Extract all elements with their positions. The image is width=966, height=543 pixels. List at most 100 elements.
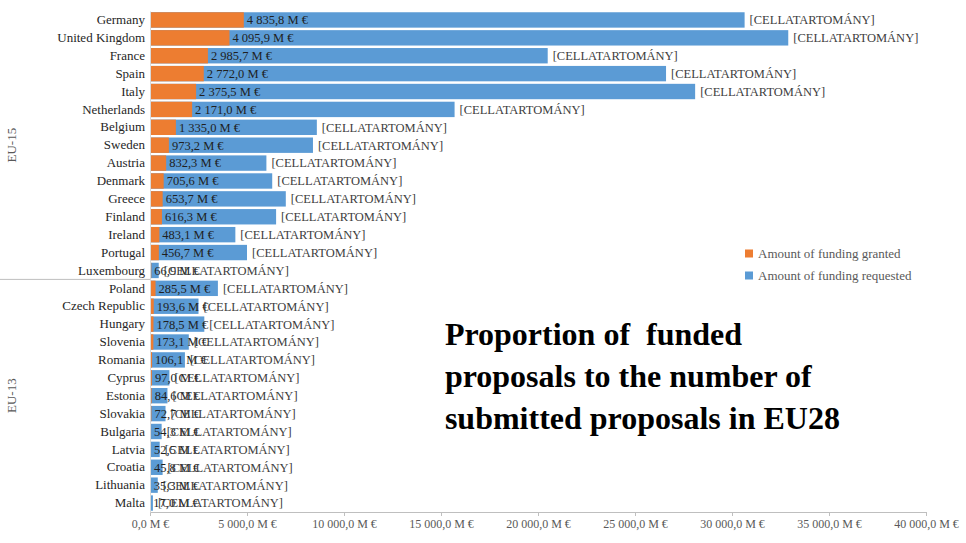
x-tick-label: 40 000,0 M € bbox=[894, 517, 959, 531]
data-label: 616,3 M € bbox=[165, 210, 217, 224]
x-tick: 40 000,0 M € bbox=[894, 512, 959, 531]
data-label: 4 095,9 M € bbox=[232, 31, 294, 45]
legend-item: Amount of funding requested bbox=[745, 268, 912, 283]
category-label: Finland bbox=[105, 209, 145, 224]
x-tick-mark bbox=[150, 512, 151, 516]
data-label: [CELLATARTOMÁNY] bbox=[700, 85, 825, 99]
title-line: submitted proposals in EU28 bbox=[445, 400, 840, 436]
bar bbox=[150, 173, 164, 188]
category-label: Spain bbox=[115, 66, 145, 81]
data-label: 285,5 M € bbox=[159, 282, 211, 296]
category-label: Slovenia bbox=[100, 334, 146, 349]
data-label: [CELLATARTOMÁNY] bbox=[190, 353, 315, 367]
data-label: [CELLATARTOMÁNY] bbox=[271, 156, 396, 170]
x-tick-label: 5 000,0 M € bbox=[218, 517, 277, 531]
x-tick-label: 15 000,0 M € bbox=[409, 517, 474, 531]
data-label: [CELLATARTOMÁNY] bbox=[171, 407, 296, 421]
x-tick-label: 30 000,0 M € bbox=[700, 517, 765, 531]
x-tick: 15 000,0 M € bbox=[409, 512, 474, 531]
data-label: 705,6 M € bbox=[167, 174, 219, 188]
data-label: [CELLATARTOMÁNY] bbox=[174, 371, 299, 385]
data-label: [CELLATARTOMÁNY] bbox=[318, 139, 443, 153]
category-label: Italy bbox=[121, 84, 145, 99]
data-label: 456,7 M € bbox=[162, 246, 214, 260]
data-label: [CELLATARTOMÁNY] bbox=[204, 300, 329, 314]
title: Proportion of funded proposals to the num… bbox=[445, 316, 840, 436]
x-tick-mark bbox=[344, 512, 345, 516]
y-tick: Estonia bbox=[106, 388, 145, 403]
data-label: [CELLATARTOMÁNY] bbox=[750, 13, 875, 27]
category-label: Czech Republic bbox=[62, 298, 145, 313]
category-label: Hungary bbox=[100, 316, 146, 331]
data-label: [CELLATARTOMÁNY] bbox=[240, 228, 365, 242]
category-label: Bulgaria bbox=[100, 424, 145, 439]
title-line: Proportion of funded bbox=[445, 316, 742, 352]
x-tick-mark bbox=[441, 512, 442, 516]
category-label: Poland bbox=[109, 280, 146, 295]
y-tick: Poland bbox=[109, 280, 146, 295]
x-tick-mark bbox=[538, 512, 539, 516]
bar bbox=[150, 30, 229, 45]
x-tick-label: 10 000,0 M € bbox=[312, 517, 377, 531]
data-label: 193,6 M € bbox=[157, 300, 209, 314]
bar bbox=[150, 84, 695, 99]
data-label: 973,2 M € bbox=[172, 139, 224, 153]
bar bbox=[150, 30, 788, 45]
category-label: Cyprus bbox=[107, 370, 145, 385]
x-tick: 5 000,0 M € bbox=[218, 512, 277, 531]
bar bbox=[150, 12, 244, 27]
x-tick-mark bbox=[247, 512, 248, 516]
data-label: 4 835,8 M € bbox=[247, 13, 309, 27]
x-tick: 25 000,0 M € bbox=[603, 512, 668, 531]
x-tick-label: 0,0 M € bbox=[132, 517, 170, 531]
data-label: [CELLATARTOMÁNY] bbox=[209, 318, 334, 332]
y-axis-line bbox=[150, 12, 151, 513]
x-axis-line bbox=[151, 513, 927, 517]
bar bbox=[150, 191, 163, 206]
y-tick: Spain bbox=[115, 66, 145, 81]
category-label: Luxembourg bbox=[78, 263, 145, 278]
category-label: France bbox=[110, 48, 146, 63]
y-tick: Slovenia bbox=[100, 334, 146, 349]
y-tick: Romania bbox=[98, 352, 145, 367]
y-tick: United Kingdom bbox=[57, 30, 145, 45]
bar bbox=[150, 138, 313, 153]
data-label: [CELLATARTOMÁNY] bbox=[172, 389, 297, 403]
y-tick: Malta bbox=[115, 495, 146, 510]
x-tick: 30 000,0 M € bbox=[700, 512, 765, 531]
bar bbox=[150, 245, 247, 260]
data-label: 653,7 M € bbox=[166, 192, 218, 206]
category-label: Sweden bbox=[104, 137, 146, 152]
legend-label: Amount of funding requested bbox=[758, 268, 912, 283]
x-tick-label: 20 000,0 M € bbox=[506, 517, 571, 531]
y-tick: Cyprus bbox=[107, 370, 145, 385]
data-label: [CELLATARTOMÁNY] bbox=[167, 425, 292, 439]
category-label: Malta bbox=[115, 495, 146, 510]
y-tick: Belgium bbox=[100, 119, 145, 134]
legend-swatch bbox=[745, 250, 753, 258]
bar bbox=[150, 281, 218, 296]
bar bbox=[150, 227, 159, 242]
category-label: Lithuania bbox=[95, 477, 145, 492]
data-label: [CELLATARTOMÁNY] bbox=[291, 192, 416, 206]
bar bbox=[150, 102, 192, 117]
category-label: Portugal bbox=[101, 245, 145, 260]
chart-container: 4 835,8 M €4 095,9 M €2 985,7 M €2 772,0… bbox=[0, 0, 966, 543]
y-tick: Bulgaria bbox=[100, 424, 145, 439]
bar bbox=[150, 120, 317, 135]
category-label: Netherlands bbox=[82, 102, 145, 117]
group-separator bbox=[0, 279, 150, 280]
category-label: Estonia bbox=[106, 388, 145, 403]
data-label: [CELLATARTOMÁNY] bbox=[793, 31, 918, 45]
bar bbox=[150, 48, 548, 63]
y-tick: Finland bbox=[105, 209, 145, 224]
data-label: 2 772,0 M € bbox=[207, 67, 269, 81]
data-label: 832,3 M € bbox=[169, 156, 221, 170]
bar bbox=[150, 84, 196, 99]
title-line: proposals to the number of bbox=[445, 358, 812, 394]
y-tick: Austria bbox=[107, 155, 146, 170]
data-label: [CELLATARTOMÁNY] bbox=[194, 335, 319, 349]
data-label: [CELLATARTOMÁNY] bbox=[164, 264, 289, 278]
data-label: [CELLATARTOMÁNY] bbox=[322, 121, 447, 135]
data-label: [CELLATARTOMÁNY] bbox=[223, 282, 348, 296]
